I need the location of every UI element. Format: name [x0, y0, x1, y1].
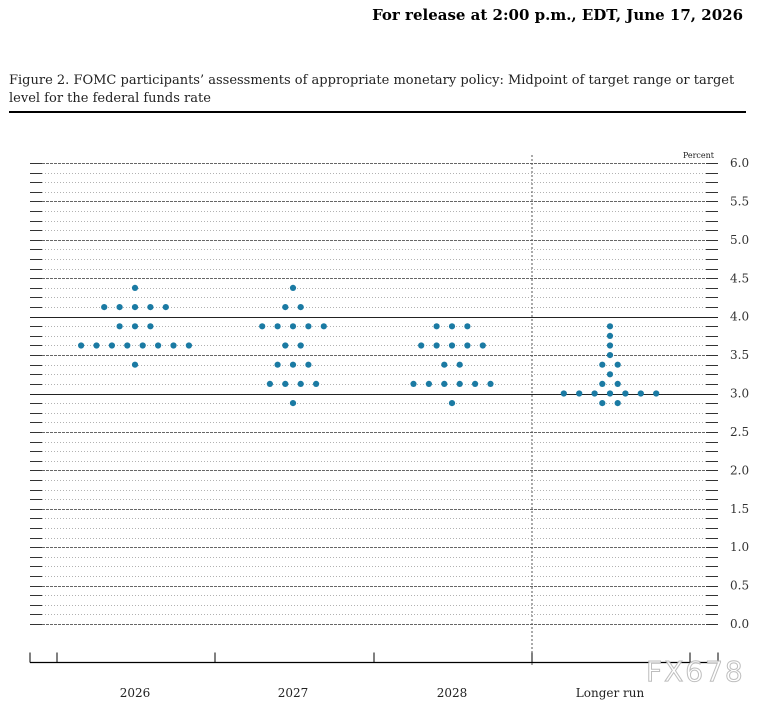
participant-dot [614, 380, 621, 387]
gridlines [30, 163, 718, 625]
y-tick-label: 5.5 [730, 194, 749, 208]
y-tick-label: 4.5 [730, 271, 749, 285]
participant-dot [139, 342, 146, 349]
participant-dot [147, 304, 154, 311]
participant-dot [116, 304, 123, 311]
participant-dot [479, 342, 486, 349]
y-tick-label: 2.5 [730, 425, 749, 439]
participant-dot [162, 304, 169, 311]
participant-dot [599, 380, 606, 387]
participant-dot [425, 380, 432, 387]
participant-dot [614, 361, 621, 368]
participant-dot [108, 342, 115, 349]
participant-dot [289, 361, 297, 368]
participant-dot [274, 361, 281, 368]
participant-dot [289, 284, 297, 291]
participant-dot [606, 342, 614, 349]
participant-dot [305, 323, 312, 330]
participant-dot [282, 342, 289, 349]
y-tick-label: 6.0 [730, 156, 749, 170]
participant-dot [297, 380, 304, 387]
participant-dot [131, 304, 139, 311]
participant-dot [560, 390, 567, 397]
y-tick-label: 3.0 [730, 387, 749, 401]
participant-dot [606, 371, 614, 378]
participant-dot [78, 342, 85, 349]
participant-dot [599, 400, 606, 407]
participant-dot [131, 323, 139, 330]
participant-dot [266, 380, 273, 387]
figure-title: Figure 2. FOMC participants’ assessments… [9, 73, 735, 106]
participant-dot [464, 342, 471, 349]
x-tick-label: 2028 [437, 686, 468, 700]
participant-dot [418, 342, 425, 349]
participant-dot [456, 361, 463, 368]
participant-dot [282, 304, 289, 311]
participant-dot [591, 390, 598, 397]
participant-dot [289, 400, 297, 407]
y-tick-label: 1.0 [730, 540, 749, 554]
participant-dot [305, 361, 312, 368]
participant-dot [441, 380, 448, 387]
participant-dot [606, 390, 614, 397]
participant-dot [116, 323, 123, 330]
x-tick-label: Longer run [576, 686, 645, 700]
participant-dot [637, 390, 644, 397]
participant-dot [93, 342, 100, 349]
participant-dot [441, 361, 448, 368]
participant-dot [131, 361, 139, 368]
participant-dot [433, 323, 440, 330]
y-tick-label: 2.0 [730, 463, 749, 477]
release-notice: For release at 2:00 p.m., EDT, June 17, … [372, 6, 743, 24]
participant-dot [599, 361, 606, 368]
labels: 6.0 5.5 5.0 4.5 4.0 3.5 3.0 2.5 2.0 1.5 1.0 0.5 0.0 P… [120, 151, 749, 700]
participant-dot [606, 332, 614, 339]
participant-dot [606, 323, 614, 330]
participant-dot [653, 390, 660, 397]
y-tick-label: 0.5 [730, 579, 749, 593]
participant-dot [464, 323, 471, 330]
participant-dot [448, 400, 456, 407]
participant-dot [622, 390, 629, 397]
watermark: FX678 [646, 655, 745, 689]
y-tick-label: 3.5 [730, 348, 749, 362]
participant-dot [320, 323, 327, 330]
y-tick-label: 4.0 [730, 310, 749, 324]
participant-dot [456, 380, 463, 387]
participant-dot [313, 380, 320, 387]
participant-dot [410, 380, 417, 387]
participant-dot [614, 400, 621, 407]
x-tick-label: 2027 [278, 686, 309, 700]
participant-dot [606, 352, 614, 359]
participant-dot [448, 323, 456, 330]
title-rule [9, 111, 746, 113]
participant-dot [124, 342, 131, 349]
participant-dot [274, 323, 281, 330]
y-axis-unit-label: Percent [683, 151, 715, 160]
participant-dot [170, 342, 177, 349]
participant-dot [147, 323, 154, 330]
participant-dot [131, 284, 139, 291]
participant-dot [297, 342, 304, 349]
participant-dot [576, 390, 583, 397]
participant-dot [282, 380, 289, 387]
participant-dot [185, 342, 192, 349]
y-tick-label: 1.5 [730, 502, 749, 516]
dots [78, 284, 660, 407]
participant-dot [433, 342, 440, 349]
participant-dot [487, 380, 494, 387]
y-tick-label: 5.0 [730, 233, 749, 247]
participant-dot [101, 304, 108, 311]
participant-dot [297, 304, 304, 311]
x-tick-label: 2026 [120, 686, 151, 700]
participant-dot [289, 323, 297, 330]
participant-dot [472, 380, 479, 387]
participant-dot [155, 342, 162, 349]
participant-dot [448, 342, 456, 349]
axes [29, 155, 719, 665]
participant-dot [259, 323, 266, 330]
y-tick-label: 0.0 [730, 617, 749, 631]
